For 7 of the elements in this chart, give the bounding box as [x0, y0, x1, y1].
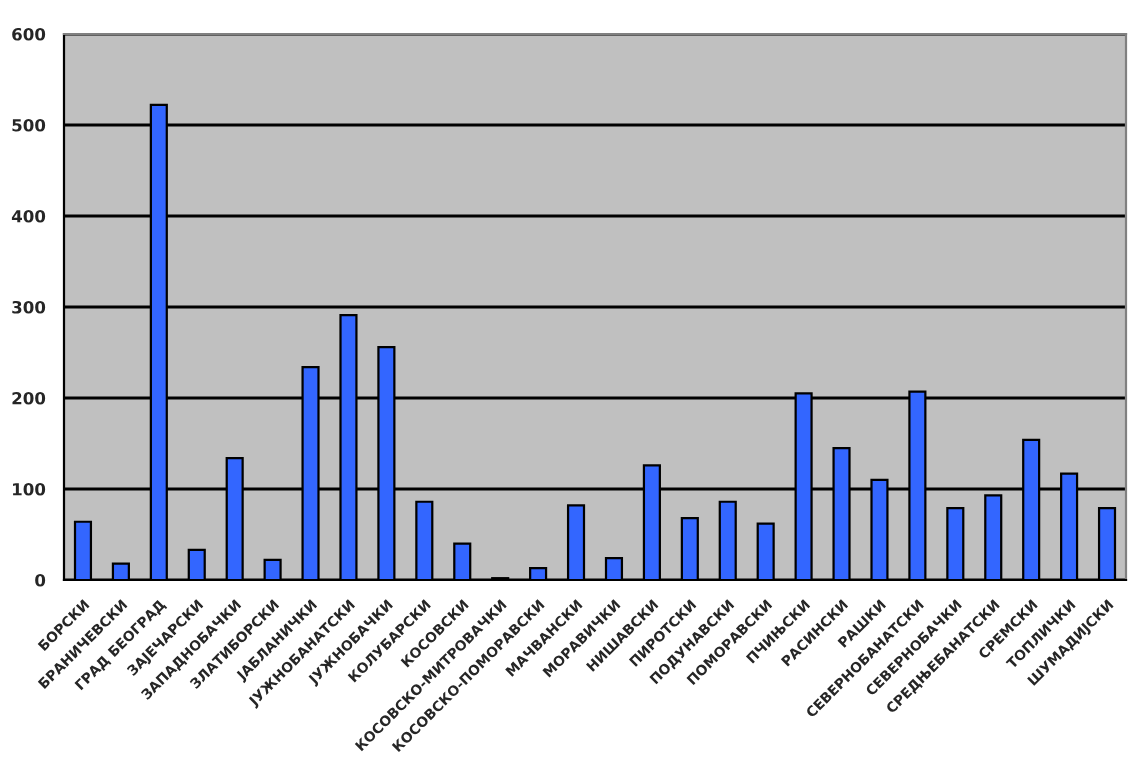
y-tick-label: 500	[12, 118, 46, 132]
y-tick-label: 600	[12, 27, 46, 41]
y-tick-label: 200	[12, 391, 46, 405]
y-tick-label: 300	[12, 300, 46, 314]
y-tick-label: 0	[35, 573, 46, 587]
y-tick-label: 400	[11, 209, 46, 223]
y-tick-label: 100	[13, 482, 46, 496]
